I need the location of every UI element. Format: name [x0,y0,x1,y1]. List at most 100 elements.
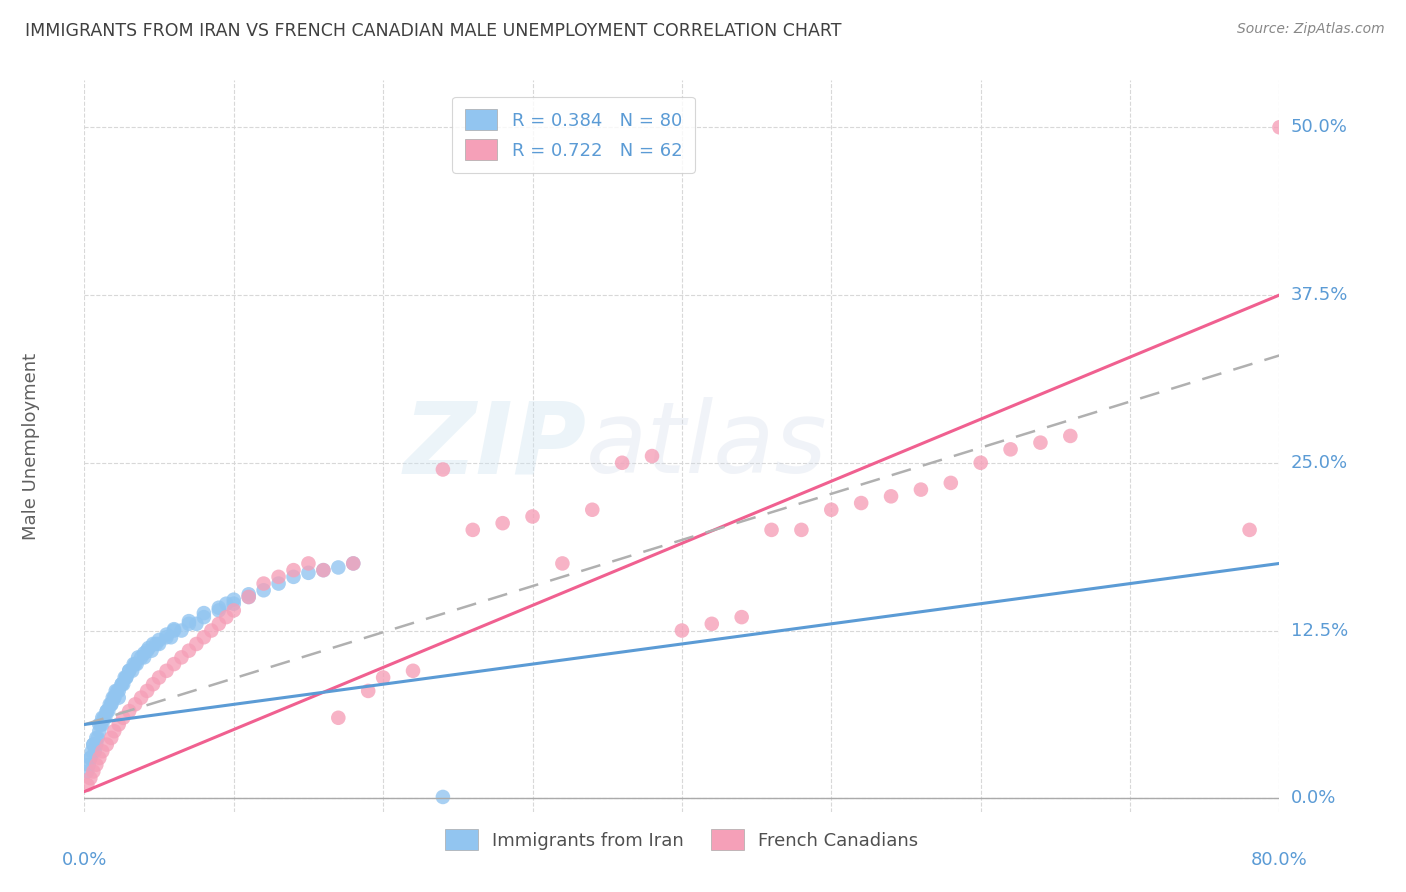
Point [111,677,134,691]
Point [671,624,693,638]
Point [193,630,215,644]
Point [105,684,128,698]
Point [297,557,319,571]
Point [312,563,335,577]
Point [880,489,903,503]
Point [1239,523,1261,537]
Point [1000,442,1022,457]
Point [148,671,170,685]
Point [208,603,231,617]
Point [100,731,122,745]
Point [96,704,118,718]
Point [76,764,98,779]
Point [551,557,574,571]
Point [155,627,177,641]
Point [91,744,114,758]
Point [101,690,124,705]
Point [160,630,183,644]
Point [163,657,186,671]
Point [107,684,129,698]
Point [148,637,170,651]
Point [170,650,193,665]
Point [132,650,156,665]
Point [432,789,454,804]
Point [177,616,200,631]
Point [790,523,813,537]
Point [98,698,121,712]
Point [103,724,125,739]
Text: 50.0%: 50.0% [1291,119,1347,136]
Text: 37.5%: 37.5% [1291,286,1348,304]
Point [124,698,146,712]
Point [82,738,104,752]
Text: 80.0%: 80.0% [1251,851,1308,869]
Point [142,637,165,651]
Point [215,597,238,611]
Point [122,657,145,671]
Point [357,684,380,698]
Point [1268,120,1291,135]
Text: 0.0%: 0.0% [62,851,107,869]
Text: Source: ZipAtlas.com: Source: ZipAtlas.com [1237,22,1385,37]
Point [103,690,125,705]
Point [121,664,143,678]
Text: Male Unemployment: Male Unemployment [21,352,39,540]
Point [94,711,117,725]
Point [186,637,208,651]
Point [115,671,138,685]
Point [700,616,723,631]
Point [142,677,165,691]
Point [200,624,222,638]
Point [104,684,127,698]
Point [342,557,364,571]
Point [114,671,136,685]
Point [253,583,276,598]
Point [155,630,177,644]
Point [111,677,134,691]
Point [100,698,122,712]
Point [82,764,104,779]
Text: IMMIGRANTS FROM IRAN VS FRENCH CANADIAN MALE UNEMPLOYMENT CORRELATION CHART: IMMIGRANTS FROM IRAN VS FRENCH CANADIAN … [25,22,842,40]
Point [129,650,152,665]
Point [267,576,290,591]
Point [129,690,152,705]
Point [96,704,118,718]
Point [148,632,170,647]
Point [328,711,350,725]
Point [79,751,101,765]
Point [222,592,245,607]
Point [86,738,108,752]
Point [138,640,160,655]
Point [208,600,231,615]
Point [297,566,319,580]
Point [222,597,245,611]
Point [97,704,120,718]
Point [222,603,245,617]
Point [103,690,125,705]
Point [136,643,159,657]
Point [91,717,114,731]
Text: 0.0%: 0.0% [1291,789,1336,807]
Point [87,731,110,745]
Point [89,717,111,731]
Point [127,650,149,665]
Point [118,704,141,718]
Point [373,671,395,685]
Point [86,757,108,772]
Point [118,664,141,678]
Point [163,622,186,636]
Point [215,610,238,624]
Point [910,483,932,497]
Point [581,502,603,516]
Text: 12.5%: 12.5% [1291,622,1348,640]
Point [124,657,146,671]
Point [177,614,200,628]
Point [136,684,159,698]
Point [238,590,260,604]
Point [193,610,215,624]
Point [107,717,129,731]
Point [253,576,276,591]
Point [79,771,101,785]
Point [93,711,115,725]
Point [612,456,634,470]
